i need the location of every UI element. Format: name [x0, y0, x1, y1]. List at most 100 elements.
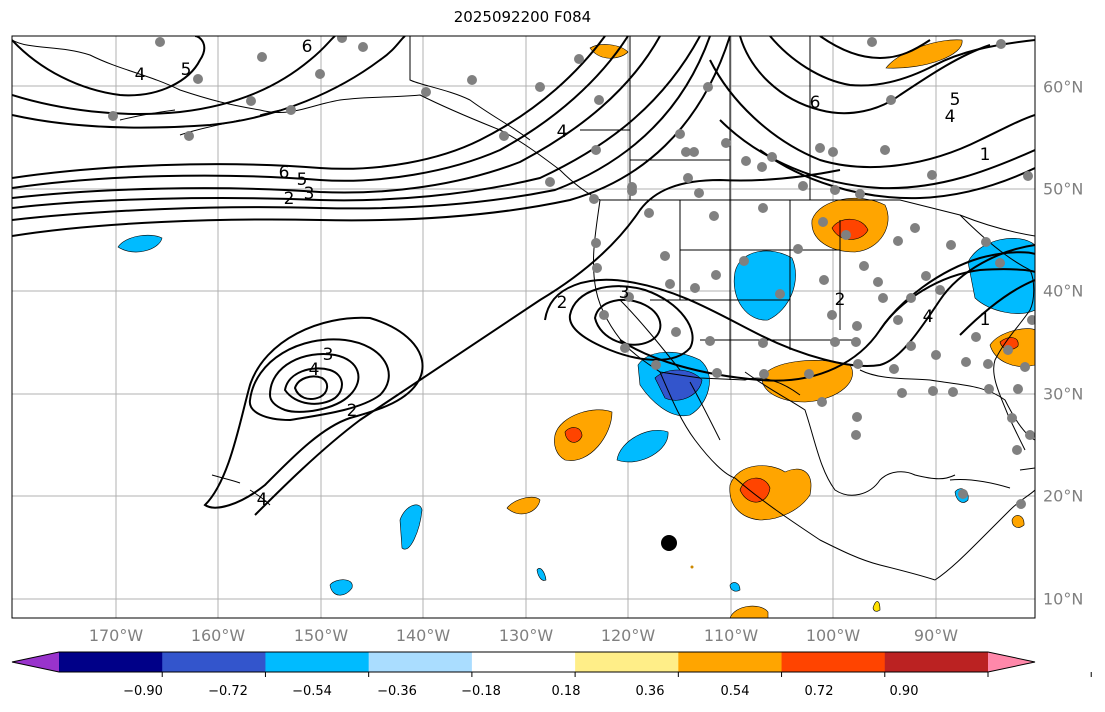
se-contour-4	[879, 251, 1035, 331]
contour-label: 2	[835, 290, 846, 310]
lat-label: 40°N	[1043, 281, 1084, 301]
lat-label: 10°N	[1043, 589, 1084, 609]
colorbar-label: 0.90	[889, 684, 919, 699]
neg-anomaly-east	[967, 238, 1035, 314]
contour-label: 2	[557, 293, 568, 313]
pac-high-2	[248, 338, 390, 422]
ne-contour-3	[709, 59, 1035, 169]
neg-anomaly-hawaii-south	[329, 579, 353, 596]
se-contour-2	[619, 268, 1035, 382]
colorbar-segment	[781, 652, 886, 672]
ak-contour-6	[12, 36, 406, 129]
ak-contour-5	[12, 36, 336, 115]
jet-contour-4	[12, 36, 661, 199]
contour-label: 6	[279, 163, 290, 183]
neg-anomaly-hawaii-north	[399, 504, 423, 550]
baja-california	[659, 371, 736, 479]
colorbar-segment	[368, 652, 473, 672]
neg-anomaly-baja-offshore	[616, 430, 669, 463]
jet-contour-2	[12, 36, 711, 221]
lat-label: 20°N	[1043, 486, 1084, 506]
sw-contour	[254, 169, 841, 516]
forecast-point-marker	[661, 535, 677, 551]
pos-anomaly-pacific-offshore-core	[564, 427, 583, 443]
neg-anomaly-southwest-core	[654, 369, 703, 401]
colorbar-label: −0.54	[292, 684, 332, 699]
stations	[108, 36, 1035, 509]
colorbar-outline	[11, 651, 1036, 673]
pos-anomaly-small-c	[872, 601, 881, 612]
pos-anomaly-small-b	[729, 605, 769, 618]
lat-label: 60°N	[1043, 77, 1084, 97]
pos-anomaly-subtropical	[506, 496, 541, 515]
contour-label: 4	[257, 490, 268, 510]
contour-label: 4	[923, 307, 934, 327]
neg-anomaly-small-a	[536, 568, 547, 581]
jet-contour-3	[12, 36, 701, 209]
colorbar	[11, 651, 1092, 677]
colorbar-segment	[678, 652, 783, 672]
pos-anomaly-pacific-offshore	[554, 409, 613, 461]
lon-label: 120°W	[600, 626, 656, 645]
colorbar-segment	[884, 652, 989, 672]
contour-label-layer: 3 4 2 6 5 3 2 6 5 4 4 2 3 6 5 4 1 2 4 1 …	[135, 37, 991, 510]
pos-anomaly-mexico-core	[739, 477, 771, 503]
colorbar-label: 0.36	[635, 684, 665, 699]
lon-label: 100°W	[805, 626, 861, 645]
canada-borders	[580, 36, 811, 200]
state-borders	[619, 200, 860, 380]
gulf-of-mexico-coast	[744, 369, 1035, 496]
colorbar-segment	[59, 652, 163, 672]
small-point-marker	[690, 565, 694, 569]
contour-label: 4	[557, 122, 568, 142]
pos-anomaly-ne-pacific	[589, 44, 629, 59]
map-frame	[11, 35, 1036, 619]
colorbar-extend-high	[988, 652, 1035, 672]
colorbar-extend-low	[12, 652, 59, 672]
lon-label: 110°W	[703, 626, 759, 645]
map-title: 2025092200 F084	[453, 8, 592, 26]
colorbar-label: −0.18	[461, 684, 501, 699]
lat-label: 30°N	[1043, 384, 1084, 404]
contour-label: 2	[284, 189, 295, 209]
contour-label: 5	[181, 60, 192, 80]
neg-anomaly-small-c	[729, 582, 741, 592]
ca-low-2	[544, 244, 1035, 367]
contour-label: 2	[347, 401, 358, 421]
lon-label: 170°W	[88, 626, 144, 645]
height-contours	[12, 36, 1035, 516]
contour-label: 3	[619, 283, 630, 303]
contour-label: 1	[980, 145, 991, 165]
ca-low-3	[568, 285, 694, 361]
colorbar-segment	[162, 652, 266, 672]
pac-high-5	[293, 375, 328, 400]
ne-contour-6	[739, 36, 991, 115]
contour-label: 4	[135, 65, 146, 85]
contour-label: 6	[810, 93, 821, 113]
ne-contour-5	[769, 36, 1035, 87]
lon-label: 150°W	[293, 626, 349, 645]
mexico-pacific-coast	[734, 477, 936, 581]
jet-contour-5	[12, 36, 629, 189]
colorbar-label: 0.54	[720, 684, 750, 699]
lon-label: 130°W	[498, 626, 554, 645]
colorbar-label: −0.90	[123, 684, 163, 699]
colorbar-label: 0.18	[551, 684, 581, 699]
contour-label: 4	[309, 360, 320, 380]
lat-label: 50°N	[1043, 179, 1084, 199]
ne-contour-1	[759, 149, 1035, 200]
contour-label: 3	[304, 184, 315, 204]
lon-label: 140°W	[395, 626, 451, 645]
jet-contour-1	[12, 36, 731, 237]
alaska-coast	[12, 39, 601, 201]
colorbar-segment	[265, 652, 370, 672]
se-contour-1	[959, 279, 1035, 336]
contour-label: 6	[302, 37, 313, 57]
neg-anomaly-pacific-west	[117, 235, 163, 253]
lon-label: 90°W	[913, 626, 959, 645]
colorbar-label: −0.72	[208, 684, 248, 699]
cuba-caribbean	[949, 467, 1035, 489]
colorbar-segment	[471, 652, 576, 672]
pac-high-3	[268, 353, 360, 413]
